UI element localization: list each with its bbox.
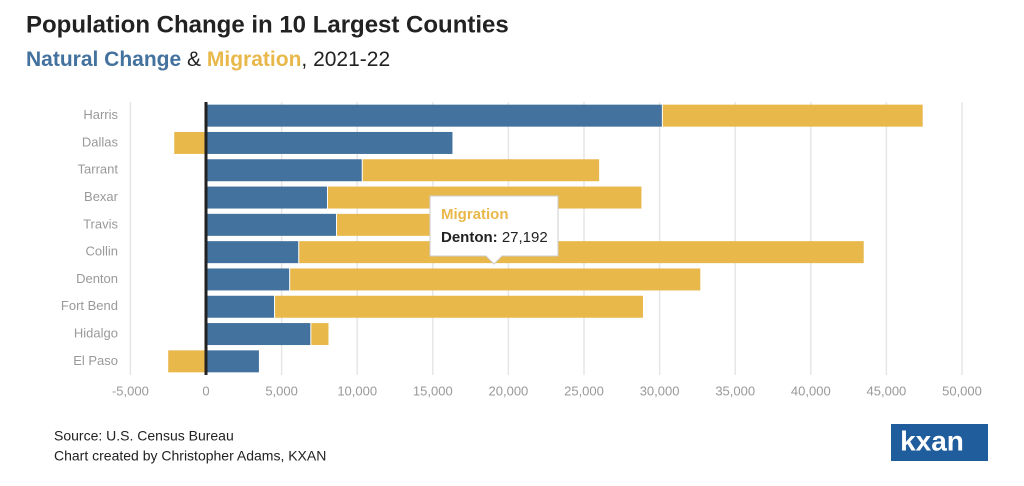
tooltip-label: Denton: <box>441 229 498 246</box>
bar <box>275 295 643 318</box>
bar <box>206 104 662 127</box>
bar <box>206 159 362 182</box>
plot: -5,000 0 5,000 10,000 15,000 20,000 25,000 30,0… <box>61 102 982 398</box>
y-tick-label: Travis <box>83 216 118 231</box>
bar <box>206 241 299 264</box>
bar <box>206 323 311 346</box>
tooltip: Migration Denton: 27,192 <box>429 195 559 265</box>
bar <box>206 268 290 291</box>
subtitle-series: Migration <box>207 48 302 71</box>
y-tick-label: Dallas <box>82 134 119 149</box>
x-tick-label: 45,000 <box>867 383 907 398</box>
bar <box>662 104 923 127</box>
x-tick-label: 20,000 <box>489 383 529 398</box>
y-tick-label: El Paso <box>73 353 118 368</box>
y-tick-label: Fort Bend <box>61 298 118 313</box>
x-tick-label: -5,000 <box>112 383 149 398</box>
x-tick-label: 15,000 <box>413 383 453 398</box>
bar <box>206 213 337 236</box>
bar <box>206 186 327 209</box>
x-tick-label: 10,000 <box>337 383 377 398</box>
bar <box>311 323 329 346</box>
x-tick-label: 30,000 <box>640 383 680 398</box>
bar <box>206 350 259 373</box>
y-tick-label: Bexar <box>84 189 119 204</box>
y-tick-label: Hidalgo <box>74 325 118 340</box>
x-tick-label: 40,000 <box>791 383 831 398</box>
tooltip-series: Migration <box>441 206 509 223</box>
y-tick-label: Harris <box>83 107 118 122</box>
logo-box <box>891 424 988 461</box>
bar <box>168 350 206 373</box>
bar <box>362 159 600 182</box>
bar <box>206 295 275 318</box>
y-tick-label: Collin <box>85 244 118 259</box>
x-tick-label: 35,000 <box>715 383 755 398</box>
credit: Chart created by Christopher Adams, KXAN <box>54 448 326 464</box>
x-tick-label: 5,000 <box>265 383 298 398</box>
tooltip-box <box>429 195 559 265</box>
subtitle-suffix: , 2021-22 <box>301 48 390 71</box>
y-tick-label: Denton <box>76 271 118 286</box>
x-tick-label: 0 <box>202 383 209 398</box>
tooltip-value: Denton: 27,192 <box>441 229 548 246</box>
bar <box>299 241 864 264</box>
subtitle: Natural Change & Migration, 2021-22 <box>26 48 390 71</box>
x-tick-label: 25,000 <box>564 383 604 398</box>
y-tick-label: Tarrant <box>78 162 119 177</box>
chart-title: Population Change in 10 Largest Counties <box>26 11 509 38</box>
tooltip-number: 27,192 <box>502 229 548 246</box>
source: Source: U.S. Census Bureau <box>54 428 234 444</box>
bar <box>290 268 701 291</box>
logo: kxan <box>900 425 964 456</box>
x-tick-label: 50,000 <box>942 383 982 398</box>
subtitle-joiner: & <box>187 48 201 71</box>
subtitle-series: Natural Change <box>26 48 181 71</box>
bar <box>174 131 206 154</box>
bar <box>206 131 453 154</box>
